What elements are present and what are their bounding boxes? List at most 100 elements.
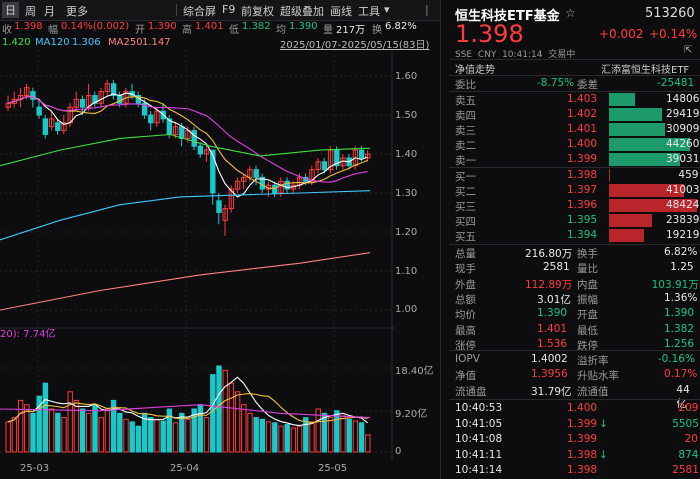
ask-level-label: 卖三 [455,125,476,137]
divider [449,59,700,60]
price-axis-4: 1.30 [395,188,418,199]
stat-label: 流通盘 [455,385,487,398]
tab-month[interactable]: 月 [44,5,55,18]
volume-ma20-line [0,404,371,419]
volume-bar [179,412,185,453]
collapse-icon[interactable]: | [425,3,429,16]
stat-label: 现手 [455,263,476,276]
candle-body [334,149,340,167]
volume-ma5-line [7,376,368,427]
volume-bar [148,417,154,453]
expand-icon[interactable]: ⇱ [684,45,693,56]
kline-chart [0,50,395,460]
volume-bar [104,408,111,453]
tab-super-overlay[interactable]: 超级叠加 [280,5,324,18]
ma20-line [7,95,368,183]
ask-row: 卖二 1.400 44260 [449,137,700,153]
candle-body [141,102,148,116]
stat-value: 1.36% [664,291,698,304]
ask-price: 1.402 [567,108,598,120]
ratio-value: -8.75% [537,77,575,89]
stat-label: 换手 [577,248,598,260]
volume-bar [303,417,309,453]
chevron-down-icon[interactable]: ▾ [384,3,390,16]
candle-body [11,98,18,104]
divider [449,91,700,92]
low-value: 1.382 [242,21,271,32]
candle-body [210,149,216,194]
turnover-value: 6.82% [385,21,417,32]
tab-draw-line[interactable]: 画线 [330,5,352,18]
candle-body [247,169,253,178]
fund-name: 恒生科技ETF基金 [455,9,560,24]
divider [449,244,700,245]
trade-price: 1.398 [567,464,598,476]
trade-time: 10:41:11 [455,448,503,461]
candle-body [321,161,328,171]
tab-forward-adjust[interactable]: 前复权 [241,5,274,18]
bid-ask-ratio-row: 委比 -8.75% 委差 -25481 [449,76,700,92]
moving-average-lines [0,92,371,241]
volume-bar [24,404,30,453]
bid-volume: 19219 [666,229,700,241]
candle-body [241,176,247,182]
volume-bar [334,410,340,453]
high-label: 高 [182,25,192,36]
tab-composite-screen[interactable]: 综合屏 [183,5,216,18]
volume-bar [222,369,228,453]
ask-level-label: 卖四 [455,110,476,122]
volume-bar [129,421,135,453]
turnover-label: 换 [372,25,382,36]
open-label: 开 [135,25,145,36]
stat-value: 1.401 [537,322,568,335]
candle-body [104,83,111,93]
diff-label: 委差 [577,79,598,91]
star-icon[interactable]: ☆ [565,6,576,20]
candle-body [203,149,210,155]
bid-row: 买四 1.395 23839 [449,213,700,229]
trade-price: 1.400 [567,402,598,414]
tab-f9[interactable]: F9 [222,3,236,16]
candle-body [48,118,55,128]
stat-value: 2581 [543,261,570,274]
candle-body [61,122,67,132]
volume-bar [278,425,284,453]
price-axis-6: 1.10 [395,266,418,277]
tab-tools[interactable]: 工具 [358,5,380,18]
price-change: +0.002 [599,27,644,41]
ask-level-label: 卖五 [455,95,476,107]
nav-trend-link[interactable]: 净值走势 [455,65,495,76]
ma5-line [7,92,368,198]
period-toolbar: 日 周 月 更多 综合屏 F9 前复权 超级叠加 画线 工具 ▾ | [0,0,440,21]
stat-label: IOPV [455,353,480,365]
volume-bar [340,415,346,453]
candle-body [179,126,185,139]
open-value: 1.390 [148,21,177,32]
market-meta: SSE CNY 10:41:14 交易中 [455,50,576,60]
tab-week[interactable]: 周 [25,5,36,18]
candle-body [365,153,371,159]
ask-volume-bar [609,138,690,151]
trade-row: 10:41:14 1.398 2581 [449,463,700,479]
ma60-line [0,133,371,167]
volume-ma10-line [7,392,368,424]
ask-row: 卖四 1.402 29419 [449,107,700,123]
stat-label: 总量 [455,248,476,260]
volume-bar [135,425,142,453]
ma250-line [0,252,371,311]
stat-label: 内盘 [577,278,598,291]
ma250-label: MA250 [108,37,143,48]
trade-time: 10:40:53 [455,402,503,414]
trade-row: 10:41:11 1.398 ↓ 874 [449,448,700,464]
bid-volume-bar [609,229,644,242]
volume-bar [284,423,290,453]
date-range-link[interactable]: 2025/01/07-2025/05/15(83日) [280,40,430,51]
tab-more[interactable]: 更多 [66,5,88,18]
bid-level-label: 买一 [455,171,476,183]
volume-bar [11,417,18,453]
stat-label: 跌停 [577,339,598,352]
trade-volume: 209 [678,402,699,414]
tab-day[interactable]: 日 [2,2,19,18]
stats-row: 最高 1.401 最低 1.382 [449,322,700,338]
down-arrow-icon: ↓ [599,417,608,430]
